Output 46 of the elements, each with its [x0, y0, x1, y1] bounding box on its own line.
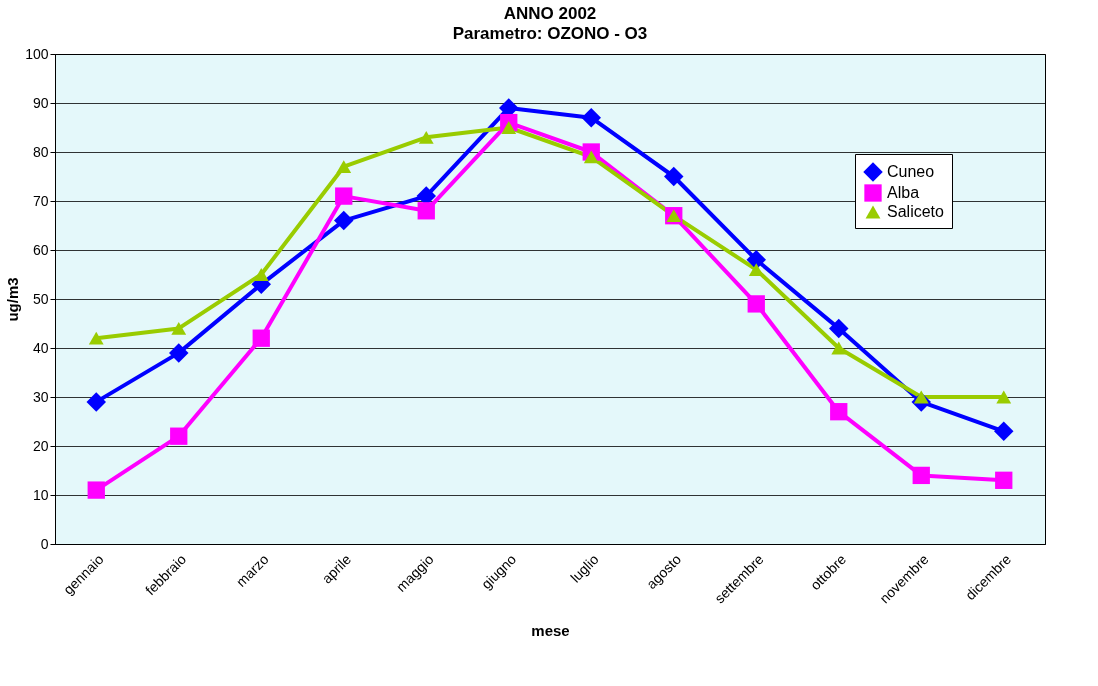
point	[334, 210, 354, 231]
point	[995, 471, 1013, 489]
y-tick-label: 30	[32, 388, 49, 405]
point	[252, 329, 270, 347]
y-tick-label: 10	[32, 486, 49, 503]
chart-title: ANNO 2002	[503, 4, 597, 23]
point	[87, 481, 105, 499]
point	[829, 318, 849, 339]
point	[748, 263, 764, 277]
point	[830, 403, 848, 421]
y-axis-title: ug/m3	[4, 277, 22, 322]
point	[88, 331, 104, 345]
point	[747, 295, 765, 313]
y-tick-label: 80	[32, 143, 49, 160]
point	[583, 150, 599, 164]
point	[664, 166, 684, 187]
point	[912, 466, 930, 485]
point	[335, 187, 353, 205]
legend-label: Saliceto	[887, 203, 945, 220]
chart-subtitle: Parametro: OZONO - O3	[452, 24, 648, 43]
y-tick-label: 60	[32, 241, 49, 258]
point	[86, 392, 106, 412]
point	[169, 343, 189, 363]
y-tick-label: 100	[25, 45, 49, 62]
point	[913, 390, 929, 404]
y-tick-label: 20	[32, 437, 49, 454]
legend-label: Cuneo	[887, 163, 935, 180]
point	[336, 160, 352, 174]
point	[831, 341, 847, 355]
y-tick-label: 0	[40, 535, 49, 552]
legend-label: Alba	[887, 184, 920, 201]
y-tick-label: 70	[32, 192, 49, 209]
x-axis-title: mese	[531, 622, 570, 640]
point	[418, 130, 434, 144]
point	[171, 321, 187, 335]
point	[746, 250, 766, 270]
y-tick-label: 40	[32, 339, 49, 356]
point	[501, 121, 517, 134]
point	[253, 268, 269, 281]
y-tick-label: 50	[32, 290, 49, 307]
point	[170, 427, 188, 445]
point	[996, 390, 1012, 404]
point	[581, 107, 601, 128]
point	[994, 421, 1014, 442]
y-tick-label: 90	[32, 94, 49, 111]
point	[417, 202, 435, 220]
